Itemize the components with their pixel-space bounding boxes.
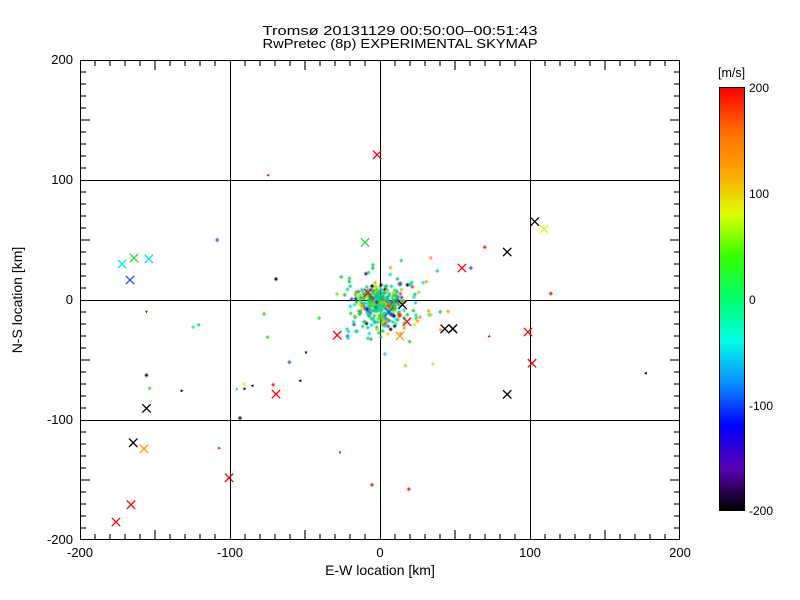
svg-text:-100: -100 <box>749 399 773 413</box>
svg-text:RwPretec (8p) EXPERIMENTAL SKY: RwPretec (8p) EXPERIMENTAL SKYMAP <box>263 37 538 51</box>
svg-text:-100: -100 <box>47 412 73 427</box>
svg-text:-200: -200 <box>749 504 773 518</box>
svg-text:[m/s]: [m/s] <box>718 66 745 80</box>
svg-text:200: 200 <box>51 52 73 67</box>
svg-text:100: 100 <box>519 545 541 560</box>
svg-text:-200: -200 <box>67 545 93 560</box>
svg-text:Tromsø 20131129 00:50:00–00:51: Tromsø 20131129 00:50:00–00:51:43 <box>263 24 538 38</box>
svg-text:0: 0 <box>66 292 73 307</box>
svg-text:-200: -200 <box>47 532 73 547</box>
svg-text:200: 200 <box>749 81 769 95</box>
svg-text:-100: -100 <box>217 545 243 560</box>
svg-text:N-S location [km]: N-S location [km] <box>9 247 25 354</box>
svg-text:0: 0 <box>376 545 383 560</box>
svg-text:200: 200 <box>669 545 691 560</box>
svg-text:100: 100 <box>749 187 769 201</box>
svg-text:0: 0 <box>749 293 756 307</box>
svg-text:100: 100 <box>51 172 73 187</box>
svg-text:E-W location [km]: E-W location [km] <box>325 562 435 578</box>
